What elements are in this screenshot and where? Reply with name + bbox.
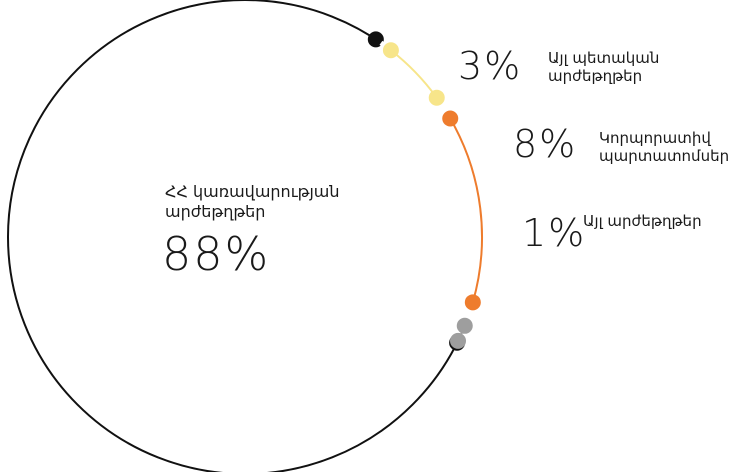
corporate-slice-start-dot xyxy=(442,110,459,127)
other-gov-slice-start-dot xyxy=(382,42,399,59)
other-slice-end-dot xyxy=(450,332,467,349)
corporate-slice-end-dot xyxy=(464,294,481,311)
other-percent: 1% xyxy=(522,211,587,255)
other-label: Այլ արժեթղթեր xyxy=(583,212,702,230)
main-slice-percent: 88% xyxy=(162,227,271,281)
main-slice-label-line1: ՀՀ կառավարության xyxy=(165,182,340,201)
corporate-label-line1: Կորպորատիվ xyxy=(599,129,711,147)
corporate-slice-arc xyxy=(449,118,483,303)
other-gov-label-line1: Այլ պետական xyxy=(548,49,660,67)
main-arc-start-dot xyxy=(367,31,384,48)
main-slice-label: ՀՀ կառավարության արժեթղթեր xyxy=(165,182,340,222)
other-slice-start-dot xyxy=(456,317,473,334)
corporate-percent: 8% xyxy=(513,122,578,166)
main-slice-label-line2: արժեթղթեր xyxy=(165,202,266,221)
corporate-label: Կորպորատիվ պարտատոմսեր xyxy=(599,129,729,165)
other-label-line1: Այլ արժեթղթեր xyxy=(583,212,702,230)
other-gov-label: Այլ պետական արժեթղթեր xyxy=(548,49,659,85)
other-gov-percent: 3% xyxy=(458,44,523,88)
other-gov-label-line2: արժեթղթեր xyxy=(548,67,643,85)
other-gov-slice-end-dot xyxy=(428,89,445,106)
corporate-label-line2: պարտատոմսեր xyxy=(599,147,730,165)
